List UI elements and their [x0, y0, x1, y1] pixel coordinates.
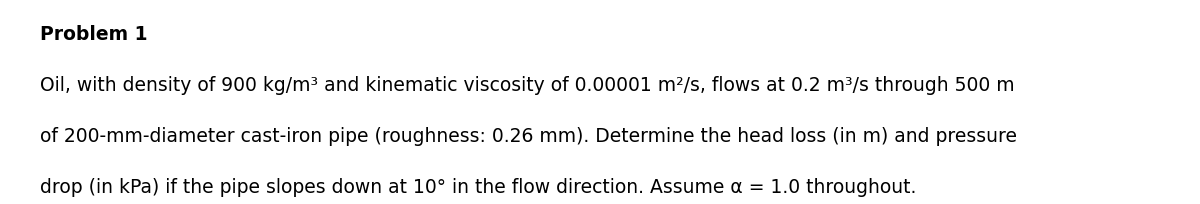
Text: drop (in kPa) if the pipe slopes down at 10° in the flow direction. Assume α = 1: drop (in kPa) if the pipe slopes down at… — [40, 177, 916, 196]
Text: Problem 1: Problem 1 — [40, 24, 148, 43]
Text: Oil, with density of 900 kg/m³ and kinematic viscosity of 0.00001 m²/s, flows at: Oil, with density of 900 kg/m³ and kinem… — [40, 75, 1014, 94]
Text: of 200-mm-diameter cast-iron pipe (roughness: 0.26 mm). Determine the head loss : of 200-mm-diameter cast-iron pipe (rough… — [40, 126, 1016, 145]
